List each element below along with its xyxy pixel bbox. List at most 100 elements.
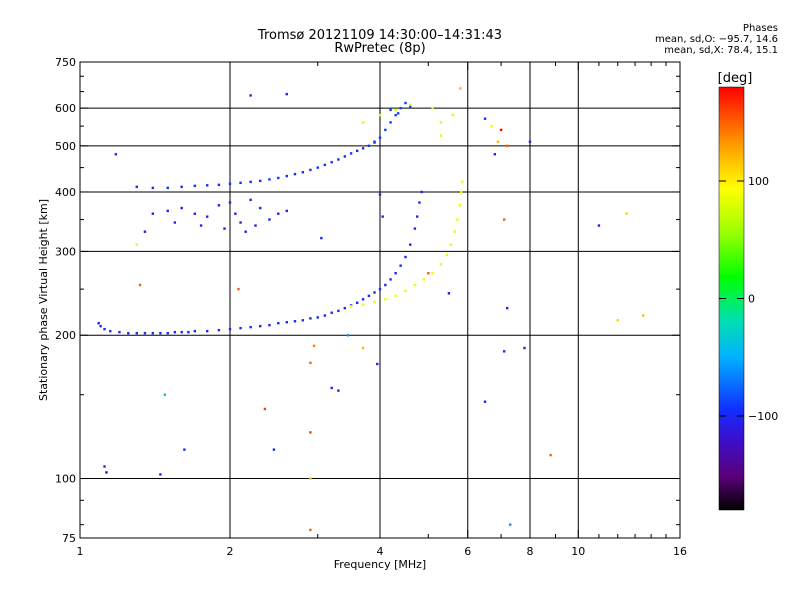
trace-point-o <box>234 212 237 215</box>
scatter-point <box>381 215 384 218</box>
trace-point-x <box>456 218 459 221</box>
trace-point-o <box>268 178 271 181</box>
trace-point-o <box>193 184 197 188</box>
trace-point-o <box>180 330 183 334</box>
trace-point-o <box>97 321 100 325</box>
trace-point-o <box>166 209 169 213</box>
colorbar-tick-label: 0 <box>748 293 755 306</box>
stats-o-mode: mean, sd,O: −95.7, 14.6 <box>655 34 778 45</box>
trace-point-o <box>151 331 155 335</box>
trace-point-x <box>431 272 434 275</box>
trace-point-o <box>173 221 177 224</box>
trace-point-o <box>316 316 319 319</box>
scatter-point <box>427 272 430 275</box>
trace-point-o <box>361 147 365 150</box>
scatter-point <box>490 124 493 128</box>
phase-colorbar: [deg] 100 0 −100 <box>718 71 778 511</box>
trace-point-o <box>343 306 347 310</box>
y-tick-label: 300 <box>55 245 76 258</box>
x-tick-label: 2 <box>227 545 234 558</box>
trace-point-o <box>394 113 397 117</box>
trace-point-x <box>461 180 464 184</box>
trace-point-x <box>449 243 453 246</box>
scatter-point <box>263 407 267 411</box>
trace-point-o <box>343 155 347 158</box>
scatter-point <box>361 346 365 350</box>
trace-point-o <box>228 182 232 186</box>
trace-point-o <box>373 291 376 294</box>
trace-point-o <box>330 160 333 164</box>
trace-point-o <box>217 204 221 207</box>
trace-point-o <box>244 230 247 233</box>
trace-point-o <box>228 201 232 204</box>
trace-point-x <box>439 121 443 124</box>
scatter-point <box>502 218 506 221</box>
trace-point-o <box>135 331 138 335</box>
trace-point-o <box>330 311 333 314</box>
trace-point-o <box>378 136 382 139</box>
trace-point-x <box>394 108 397 112</box>
trace-point-o <box>301 319 305 322</box>
trace-point-x <box>459 190 463 194</box>
data-points <box>97 87 645 532</box>
grid-lines <box>80 62 680 538</box>
scatter-point <box>459 87 462 90</box>
trace-point-o <box>118 330 121 334</box>
trace-point-o <box>389 121 392 124</box>
scatter-point <box>483 117 487 120</box>
trace-point-o <box>409 243 412 246</box>
y-tick-label: 200 <box>55 329 76 342</box>
trace-point-o <box>301 171 305 174</box>
y-axis-label: Stationary phase Virtual Height [km] <box>37 199 50 401</box>
trace-point-o <box>355 149 359 153</box>
trace-point-o <box>367 144 371 148</box>
trace-point-o <box>309 168 312 172</box>
scatter-point <box>285 92 288 96</box>
stats-x-mode: mean, sd,X: 78.4, 15.1 <box>664 45 778 56</box>
trace-point-o <box>99 324 102 328</box>
scatter-point <box>183 448 186 451</box>
scatter-point <box>502 350 506 353</box>
scatter-point <box>135 243 138 246</box>
trace-point-o <box>187 330 190 334</box>
scatter-point <box>163 393 167 396</box>
scatter-point <box>309 361 312 365</box>
scatter-point <box>309 431 312 434</box>
trace-point-o <box>394 272 397 275</box>
trace-point-x <box>409 103 412 106</box>
scatter-point <box>528 140 532 143</box>
scatter-point <box>337 389 340 392</box>
scatter-point <box>114 153 118 156</box>
scatter-point <box>272 448 276 451</box>
x-tick-label: 8 <box>527 545 534 558</box>
trace-point-o <box>378 287 382 291</box>
scatter-point <box>523 346 526 350</box>
trace-point-o <box>384 283 387 287</box>
trace-point-o <box>277 212 280 215</box>
trace-point-o <box>285 321 288 324</box>
trace-point-o <box>361 298 365 301</box>
y-tick-label: 600 <box>55 102 76 115</box>
scatter-point <box>508 523 512 526</box>
trace-point-o <box>285 209 288 213</box>
trace-point-x <box>394 294 397 298</box>
y-tick-labels: 75 100 200 300 400 500 600 750 <box>55 56 76 545</box>
trace-point-o <box>254 224 257 227</box>
trace-point-o <box>293 172 297 176</box>
trace-point-o <box>349 152 353 155</box>
trace-point-o <box>173 330 177 334</box>
y-tick-label: 75 <box>62 532 76 545</box>
trace-point-o <box>217 328 221 332</box>
scatter-point <box>499 128 503 132</box>
trace-point-o <box>399 106 402 110</box>
scatter-point <box>346 334 350 337</box>
scatter-point <box>483 400 487 403</box>
trace-point-o <box>228 327 232 331</box>
scatter-point <box>309 477 312 480</box>
x-tick-label: 10 <box>571 545 585 558</box>
scatter-point <box>597 224 601 227</box>
trace-point-o <box>389 278 392 281</box>
trace-point-o <box>285 174 288 178</box>
scatter-point <box>249 94 252 97</box>
